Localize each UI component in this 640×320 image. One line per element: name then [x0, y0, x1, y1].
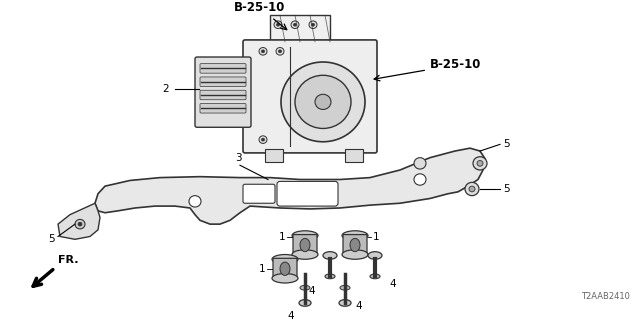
Circle shape — [469, 186, 475, 192]
Circle shape — [295, 75, 351, 128]
Circle shape — [309, 21, 317, 28]
FancyBboxPatch shape — [265, 149, 283, 163]
Text: 1: 1 — [259, 264, 265, 274]
Text: B-25-10: B-25-10 — [374, 59, 481, 81]
FancyBboxPatch shape — [345, 149, 363, 163]
Text: 4: 4 — [355, 301, 362, 311]
Text: 2: 2 — [163, 84, 169, 94]
Ellipse shape — [368, 252, 382, 259]
Text: FR.: FR. — [58, 255, 79, 265]
Text: 5: 5 — [503, 184, 509, 194]
Ellipse shape — [350, 238, 360, 252]
Ellipse shape — [272, 274, 298, 283]
Circle shape — [78, 222, 82, 226]
Circle shape — [259, 47, 267, 55]
Ellipse shape — [339, 300, 351, 306]
Text: 1: 1 — [373, 232, 380, 243]
Circle shape — [278, 50, 282, 53]
FancyBboxPatch shape — [243, 184, 275, 203]
FancyBboxPatch shape — [200, 90, 246, 100]
FancyBboxPatch shape — [200, 77, 246, 86]
Circle shape — [259, 136, 267, 143]
FancyBboxPatch shape — [343, 235, 367, 255]
Circle shape — [465, 182, 479, 196]
Polygon shape — [270, 15, 330, 42]
Circle shape — [315, 94, 331, 109]
Ellipse shape — [300, 238, 310, 252]
Polygon shape — [58, 203, 100, 239]
Circle shape — [189, 196, 201, 207]
FancyBboxPatch shape — [195, 57, 251, 127]
Ellipse shape — [292, 231, 318, 240]
Circle shape — [276, 23, 280, 26]
Circle shape — [276, 47, 284, 55]
Text: 1: 1 — [278, 232, 285, 243]
Circle shape — [414, 158, 426, 169]
Circle shape — [274, 21, 282, 28]
Ellipse shape — [299, 300, 311, 306]
FancyBboxPatch shape — [277, 181, 338, 206]
Ellipse shape — [342, 231, 368, 240]
Text: 3: 3 — [235, 153, 241, 164]
FancyBboxPatch shape — [293, 235, 317, 255]
Circle shape — [262, 138, 264, 141]
Ellipse shape — [325, 274, 335, 279]
Text: 5: 5 — [503, 140, 509, 149]
Ellipse shape — [300, 285, 310, 290]
Text: T2AAB2410: T2AAB2410 — [581, 292, 630, 301]
FancyBboxPatch shape — [273, 258, 297, 279]
FancyBboxPatch shape — [200, 64, 246, 73]
Circle shape — [291, 21, 299, 28]
Polygon shape — [95, 148, 485, 224]
Text: B-25-10: B-25-10 — [234, 1, 287, 30]
Circle shape — [312, 23, 314, 26]
Text: 5: 5 — [49, 234, 55, 244]
Circle shape — [294, 23, 296, 26]
Circle shape — [473, 157, 487, 170]
Circle shape — [75, 220, 85, 229]
FancyBboxPatch shape — [243, 40, 377, 153]
Ellipse shape — [323, 252, 337, 259]
Circle shape — [477, 161, 483, 166]
Text: 4: 4 — [288, 310, 294, 320]
Circle shape — [281, 62, 365, 142]
Ellipse shape — [342, 250, 368, 259]
Text: 4: 4 — [308, 286, 316, 296]
Circle shape — [262, 50, 264, 53]
Ellipse shape — [280, 262, 290, 276]
Ellipse shape — [292, 250, 318, 259]
Ellipse shape — [272, 254, 298, 264]
Ellipse shape — [340, 285, 350, 290]
Text: 4: 4 — [389, 279, 396, 289]
Circle shape — [414, 174, 426, 185]
Ellipse shape — [370, 274, 380, 279]
FancyBboxPatch shape — [200, 104, 246, 113]
